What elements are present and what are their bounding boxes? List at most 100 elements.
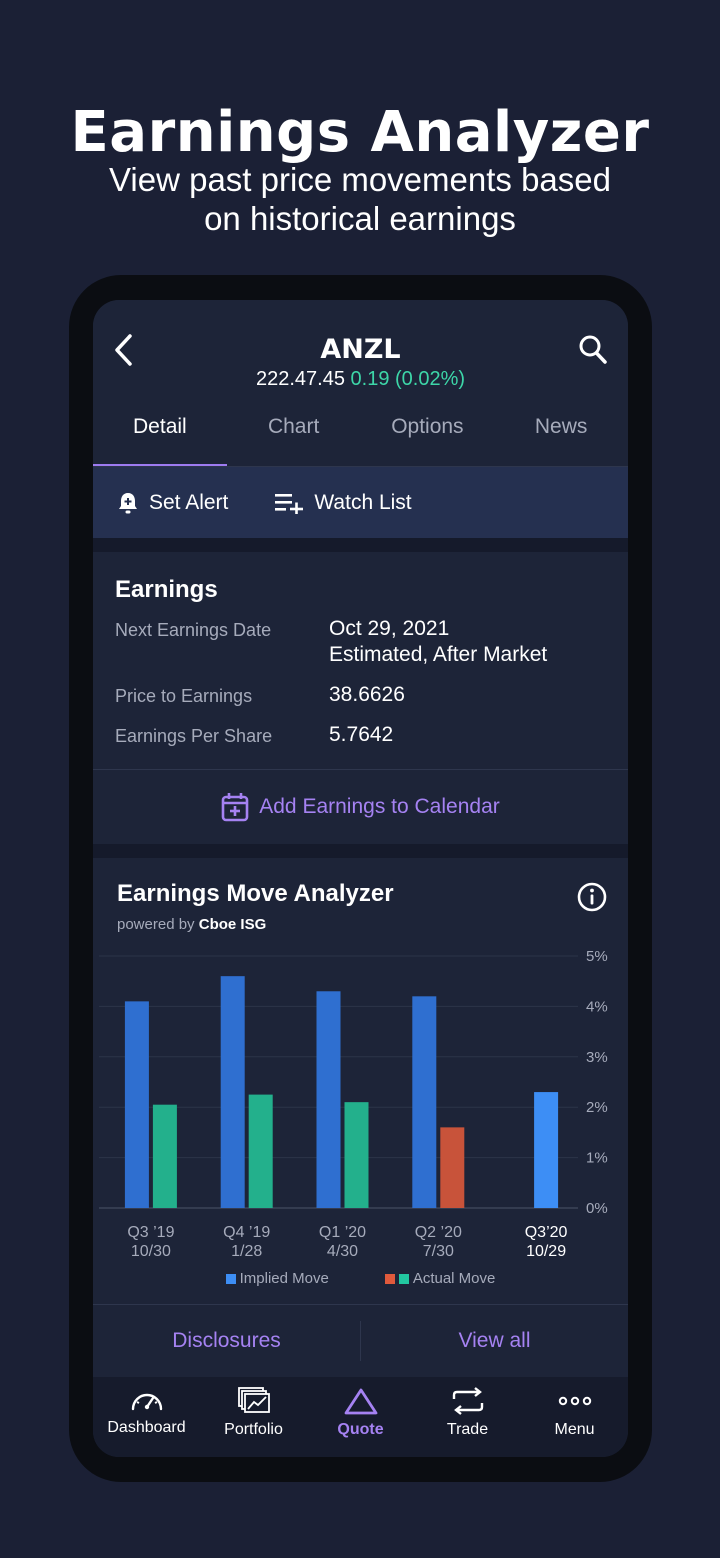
x-tick-date: 10/30 [131,1243,171,1260]
y-tick-label: 4% [586,998,608,1015]
promo-subtitle-line1: View past price movements based [109,161,611,198]
legend-actual: Actual Move [384,1270,496,1287]
nav-portfolio[interactable]: Portfolio [200,1377,307,1457]
set-alert-button[interactable]: Set Alert [117,491,228,515]
price-to-earnings-value: 38.6626 [329,683,405,706]
earnings-card: Earnings Next Earnings Date Oct 29, 2021… [93,552,628,844]
nav-dashboard-label: Dashboard [107,1419,186,1436]
next-earnings-date-value: Oct 29, 2021 Estimated, After Market [329,616,547,668]
last-price: 222.47.45 [255,368,345,390]
x-tick-date: 1/28 [231,1243,262,1260]
x-tick-quarter: Q3’20 [525,1224,568,1241]
quote-header: ANZL 222.47.45 0.19 (0.02%) Detail Chart… [93,300,628,468]
ticker-symbol: ANZL [320,334,401,365]
bar-actual-move [440,1127,465,1208]
x-tick-date: 10/29 [526,1243,566,1260]
x-tick-quarter: Q3 ’19 [127,1224,174,1241]
y-tick-label: 2% [586,1099,608,1116]
promo-subtitle-line2: on historical earnings [204,200,516,237]
analyzer-divider [93,1304,628,1305]
legend-implied-swatch [225,1273,236,1284]
bar-implied-move [316,991,341,1208]
info-button[interactable] [576,881,608,913]
x-tick-date: 4/30 [327,1243,358,1260]
dots-icon [558,1396,591,1406]
tab-detail[interactable]: Detail [93,405,227,467]
analyzer-links: Disclosures View all [93,1305,628,1377]
bar-implied-move [124,1001,149,1208]
watch-list-button[interactable]: Watch List [274,490,412,515]
quote-line: 222.47.45 0.19 (0.02%) [93,368,628,391]
chevron-left-icon [115,334,132,366]
disclosures-link[interactable]: Disclosures [172,1329,281,1352]
nav-trade-label: Trade [446,1421,489,1438]
earnings-move-chart: 0% 1% 2% 3% 4% 5% Q3 ’19 10/30 Q4 ’19 1/28 Q1 ’20 4… [99,948,608,1260]
price-to-earnings-label: Price to Earnings [115,686,253,706]
section-gap [93,844,628,858]
calendar-plus-icon [221,793,249,822]
y-tick-label: 3% [586,1049,608,1066]
bar-actual-move [344,1102,369,1208]
watch-list-label: Watch List [314,490,412,514]
tab-divider [93,466,628,467]
info-icon [577,882,607,912]
bar-implied-move [412,996,437,1208]
links-separator [360,1321,361,1361]
search-button[interactable] [577,332,609,366]
x-tick-date: 7/30 [423,1243,454,1260]
app-screen: ANZL 222.47.45 0.19 (0.02%) Detail Chart… [93,300,628,1457]
y-tick-label: 0% [586,1200,608,1217]
nav-menu[interactable]: Menu [521,1377,628,1457]
nav-portfolio-label: Portfolio [224,1421,283,1438]
nav-quote-label: Quote [337,1421,384,1438]
swap-arrows-icon [452,1387,483,1415]
next-earnings-date-label: Next Earnings Date [115,620,272,640]
promo-subtitle: View past price movements based on histo… [0,160,720,238]
action-bar: Set Alert Watch List [93,467,628,538]
next-earnings-date: Oct 29, 2021 [329,617,450,640]
back-button[interactable] [111,332,139,368]
powered-by-text: powered by [117,916,195,933]
x-tick-quarter: Q4 ’19 [223,1224,270,1241]
tab-news[interactable]: News [534,415,588,438]
bar-implied-move [534,1092,559,1208]
set-alert-label: Set Alert [149,490,229,514]
legend-implied-label: Implied Move [239,1270,329,1287]
next-earnings-note: Estimated, After Market [329,643,548,666]
y-tick-label: 5% [586,948,608,965]
analyzer-title: Earnings Move Analyzer [117,880,394,907]
bar-implied-move [220,976,245,1208]
triangle-icon [344,1388,377,1415]
legend-actual-down-swatch [384,1273,395,1284]
view-all-link[interactable]: View all [458,1329,531,1352]
bell-plus-icon [119,492,137,513]
legend-actual-label: Actual Move [412,1270,496,1287]
add-earnings-calendar-button[interactable]: Add Earnings to Calendar [93,770,628,844]
chart-legend: Implied Move Actual Move [93,1270,628,1287]
legend-actual-up-swatch [398,1273,409,1284]
provider-name: Cboe ISG [198,916,267,933]
bottom-nav: Dashboard Portfolio Quote Tra [93,1377,628,1457]
playlist-add-icon [275,493,304,514]
search-icon [579,335,607,364]
price-change: 0.19 (0.02%) [350,368,466,390]
add-earnings-calendar-label: Add Earnings to Calendar [259,795,500,818]
analyzer-powered-by: powered by Cboe ISG [117,916,266,933]
x-tick-quarter: Q1 ’20 [319,1224,366,1241]
bar-actual-move [152,1104,177,1208]
tab-options[interactable]: Options [391,415,464,438]
tab-chart[interactable]: Chart [267,415,320,438]
portfolio-icon [237,1387,270,1413]
nav-quote[interactable]: Quote [307,1377,414,1457]
earnings-divider [93,769,628,770]
nav-trade[interactable]: Trade [414,1377,521,1457]
eps-label: Earnings Per Share [115,726,273,746]
eps-value: 5.7642 [329,723,394,746]
earnings-move-analyzer-card: Earnings Move Analyzer powered by Cboe I… [93,858,628,1304]
nav-menu-label: Menu [554,1421,595,1438]
y-tick-label: 1% [586,1150,608,1167]
x-tick-quarter: Q2 ’20 [415,1224,462,1241]
bar-actual-move [248,1094,273,1208]
nav-dashboard[interactable]: Dashboard [93,1377,200,1457]
promo-title: Earnings Analyzer [70,100,650,165]
